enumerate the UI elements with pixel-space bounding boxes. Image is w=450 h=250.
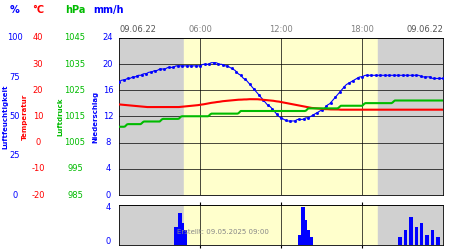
Text: 4: 4	[105, 164, 111, 173]
Bar	[178, 213, 182, 245]
Text: Niederschlag: Niederschlag	[92, 90, 98, 142]
Text: 1035: 1035	[64, 60, 86, 69]
Text: 1015: 1015	[64, 112, 86, 121]
Text: 12: 12	[103, 112, 113, 121]
Text: 12:00: 12:00	[270, 25, 293, 34]
Bar	[119, 38, 184, 195]
Text: 25: 25	[10, 151, 20, 160]
Text: 09.06.22: 09.06.22	[406, 25, 443, 34]
Text: 10: 10	[33, 112, 43, 121]
Bar	[304, 220, 307, 245]
Text: Luftdruck: Luftdruck	[57, 97, 63, 136]
Text: hPa: hPa	[65, 5, 85, 15]
Text: 20: 20	[103, 60, 113, 69]
Bar	[184, 230, 187, 245]
Text: 24: 24	[103, 34, 113, 42]
Text: 30: 30	[33, 60, 43, 69]
Text: 50: 50	[10, 112, 20, 121]
Text: 0: 0	[105, 238, 111, 246]
Bar	[378, 205, 443, 245]
Text: 20: 20	[33, 86, 43, 95]
Text: 985: 985	[67, 190, 83, 200]
Bar	[425, 235, 429, 245]
Text: 1025: 1025	[64, 86, 86, 95]
Text: °C: °C	[32, 5, 44, 15]
Text: Temperatur: Temperatur	[22, 93, 28, 140]
Bar	[398, 237, 402, 245]
Text: 1005: 1005	[64, 138, 86, 147]
Bar	[309, 237, 313, 245]
Text: 06:00: 06:00	[188, 25, 212, 34]
Bar	[298, 235, 302, 245]
Text: 18:00: 18:00	[350, 25, 374, 34]
Text: 16: 16	[103, 86, 113, 95]
Text: -20: -20	[31, 190, 45, 200]
Text: 995: 995	[67, 164, 83, 173]
Text: %: %	[10, 5, 20, 15]
Bar	[181, 223, 184, 245]
Text: 0: 0	[105, 190, 111, 200]
Bar	[174, 227, 178, 245]
Text: Luftfeuchtigkeit: Luftfeuchtigkeit	[2, 84, 8, 149]
Bar	[378, 38, 443, 195]
Text: -10: -10	[31, 164, 45, 173]
Text: mm/h: mm/h	[93, 5, 123, 15]
Bar	[184, 205, 378, 245]
Text: 0: 0	[36, 138, 40, 147]
Text: 100: 100	[7, 34, 23, 42]
Text: 40: 40	[33, 34, 43, 42]
Text: Erstellt: 09.05.2025 09:00: Erstellt: 09.05.2025 09:00	[177, 229, 269, 235]
Bar	[436, 237, 440, 245]
Text: 09.06.22: 09.06.22	[119, 25, 156, 34]
Bar	[431, 230, 434, 245]
Text: 1045: 1045	[64, 34, 86, 42]
Text: 8: 8	[105, 138, 111, 147]
Bar	[414, 227, 418, 245]
Text: 75: 75	[10, 73, 20, 82]
Bar	[306, 230, 310, 245]
Bar	[420, 223, 423, 245]
Text: 0: 0	[13, 190, 18, 200]
Bar	[119, 205, 184, 245]
Bar	[184, 38, 378, 195]
Text: 4: 4	[105, 204, 111, 212]
Bar	[301, 207, 305, 245]
Bar	[404, 230, 407, 245]
Bar	[409, 217, 413, 245]
